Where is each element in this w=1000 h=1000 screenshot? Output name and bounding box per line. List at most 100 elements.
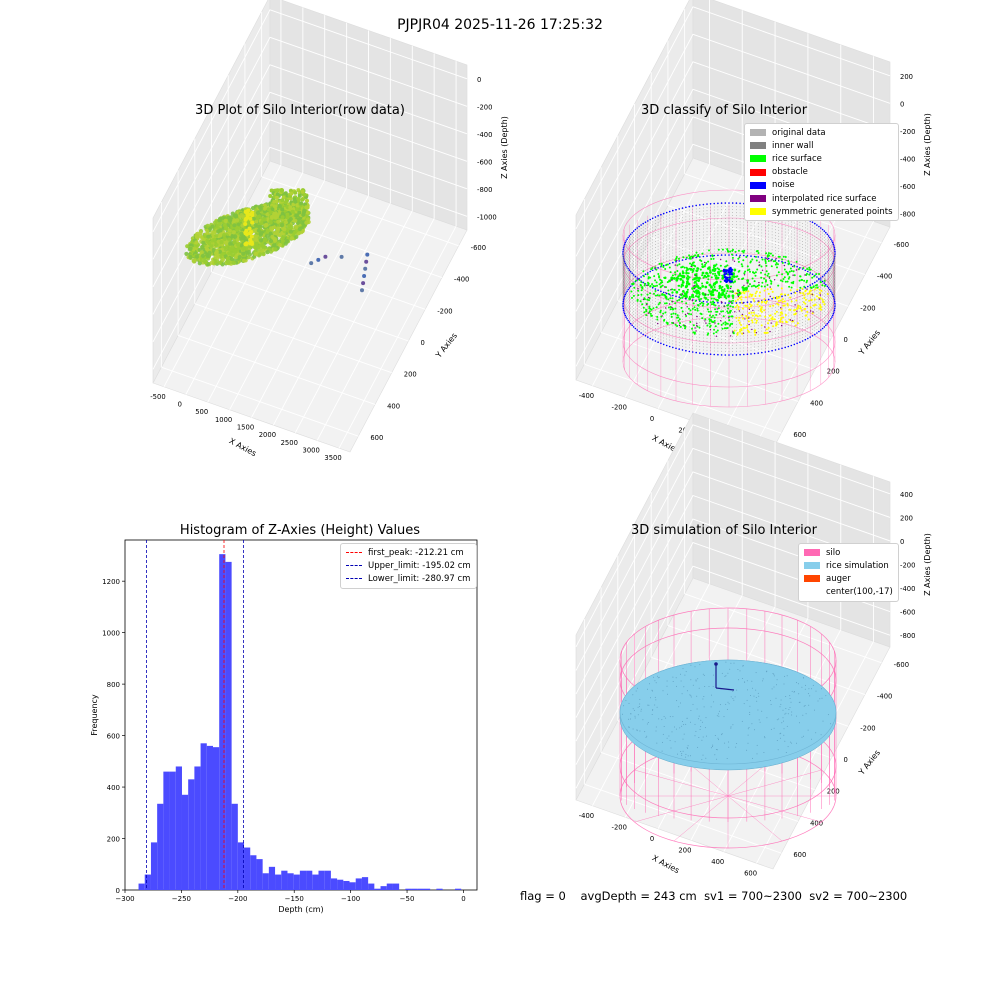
surface-point bbox=[685, 286, 688, 289]
surface-mesh-point bbox=[724, 676, 725, 677]
histogram-bar bbox=[294, 875, 300, 890]
surface-point bbox=[682, 311, 684, 313]
surface-mesh-point bbox=[630, 713, 631, 714]
surface-mesh-point bbox=[718, 713, 719, 714]
legend-swatch bbox=[804, 575, 820, 582]
surface-point bbox=[768, 255, 770, 257]
interpolated-point bbox=[654, 268, 655, 269]
surface-point bbox=[707, 334, 709, 336]
surface-mesh-point bbox=[727, 758, 728, 759]
surface-mesh-point bbox=[789, 695, 790, 696]
histogram-legend: first_peak: -212.21 cm Upper_limit: -195… bbox=[340, 543, 477, 589]
surface-mesh-point bbox=[730, 728, 731, 729]
interpolated-point bbox=[671, 280, 672, 281]
surface-point bbox=[783, 278, 785, 280]
noise-point bbox=[750, 301, 752, 303]
noise-point bbox=[768, 258, 770, 260]
interpolated-point bbox=[746, 282, 747, 283]
raw-point bbox=[224, 226, 228, 230]
noise-point bbox=[829, 237, 831, 239]
noise-point bbox=[750, 255, 752, 257]
noise-point bbox=[732, 202, 734, 204]
surface-point bbox=[754, 334, 756, 336]
surface-point bbox=[768, 273, 770, 275]
histogram-bar bbox=[232, 804, 238, 890]
surface-point bbox=[748, 296, 750, 298]
surface-point bbox=[718, 268, 720, 270]
surface-point bbox=[645, 310, 647, 312]
surface-point bbox=[806, 280, 808, 282]
surface-point bbox=[740, 296, 742, 298]
legend-item-first-peak: first_peak: -212.21 cm bbox=[346, 546, 471, 559]
surface-point bbox=[747, 305, 749, 307]
noise-point bbox=[812, 335, 814, 337]
surface-point bbox=[772, 291, 774, 293]
noise-point bbox=[623, 245, 625, 247]
legend-item-auger: auger bbox=[804, 572, 893, 585]
surface-point bbox=[755, 315, 757, 317]
surface-point bbox=[761, 306, 763, 308]
histogram-bar bbox=[318, 871, 324, 890]
y-tick-label: 200 bbox=[404, 371, 417, 379]
noise-point bbox=[635, 328, 637, 330]
histogram-bar bbox=[368, 884, 374, 890]
surface-mesh-point bbox=[683, 751, 684, 752]
surface-point bbox=[656, 306, 658, 308]
surface-point bbox=[660, 310, 662, 312]
surface-mesh-point bbox=[780, 733, 781, 734]
z-tick-label: -600 bbox=[900, 183, 915, 191]
x-axis-label: X Axies bbox=[228, 436, 258, 458]
surface-point bbox=[731, 254, 733, 256]
interpolated-point bbox=[739, 310, 740, 311]
raw-point bbox=[235, 218, 239, 222]
surface-point bbox=[754, 285, 756, 287]
x-tick-label: 500 bbox=[195, 408, 208, 416]
surface-point bbox=[820, 281, 822, 283]
surface-point bbox=[677, 316, 679, 318]
raw-point bbox=[259, 206, 263, 210]
legend-label: silo bbox=[826, 548, 840, 558]
raw-point bbox=[305, 199, 309, 203]
raw-point bbox=[192, 258, 196, 262]
surface-mesh-point bbox=[777, 719, 778, 720]
noise-point bbox=[816, 332, 818, 334]
surface-mesh-point bbox=[717, 715, 718, 716]
interpolated-point bbox=[684, 325, 685, 326]
surface-mesh-point bbox=[728, 702, 729, 703]
surface-point bbox=[656, 316, 658, 318]
surface-point bbox=[732, 294, 735, 297]
x-tick-label: −250 bbox=[172, 895, 191, 903]
surface-mesh-point bbox=[774, 728, 775, 729]
interpolated-point bbox=[752, 310, 753, 311]
noise-point bbox=[747, 353, 749, 355]
z-tick-label: -800 bbox=[900, 632, 915, 640]
surface-mesh-point bbox=[632, 694, 633, 695]
raw-point bbox=[241, 252, 245, 256]
surface-mesh-point bbox=[814, 710, 815, 711]
surface-mesh-point bbox=[635, 718, 636, 719]
surface-point bbox=[706, 304, 708, 306]
surface-mesh-point bbox=[747, 689, 748, 690]
surface-mesh-point bbox=[646, 736, 647, 737]
surface-mesh-point bbox=[690, 722, 691, 723]
histogram-bar bbox=[424, 889, 430, 890]
surface-point bbox=[715, 311, 717, 313]
surface-point bbox=[820, 297, 822, 299]
noise-point bbox=[791, 293, 793, 295]
surface-point bbox=[777, 263, 779, 265]
z-tick-label: -800 bbox=[477, 186, 492, 194]
noise-point bbox=[818, 278, 820, 280]
raw-point bbox=[234, 255, 238, 259]
noise-point bbox=[768, 299, 770, 301]
interpolated-point bbox=[704, 262, 705, 263]
interpolated-point bbox=[764, 326, 765, 327]
surface-point bbox=[684, 327, 686, 329]
noise-point bbox=[725, 354, 727, 356]
surface-point bbox=[796, 261, 798, 263]
interpolated-point bbox=[670, 295, 671, 296]
raw-point bbox=[262, 252, 266, 256]
noise-point bbox=[675, 296, 677, 298]
raw-point bbox=[231, 212, 235, 216]
noise-point bbox=[638, 331, 640, 333]
surface-point bbox=[689, 256, 691, 258]
